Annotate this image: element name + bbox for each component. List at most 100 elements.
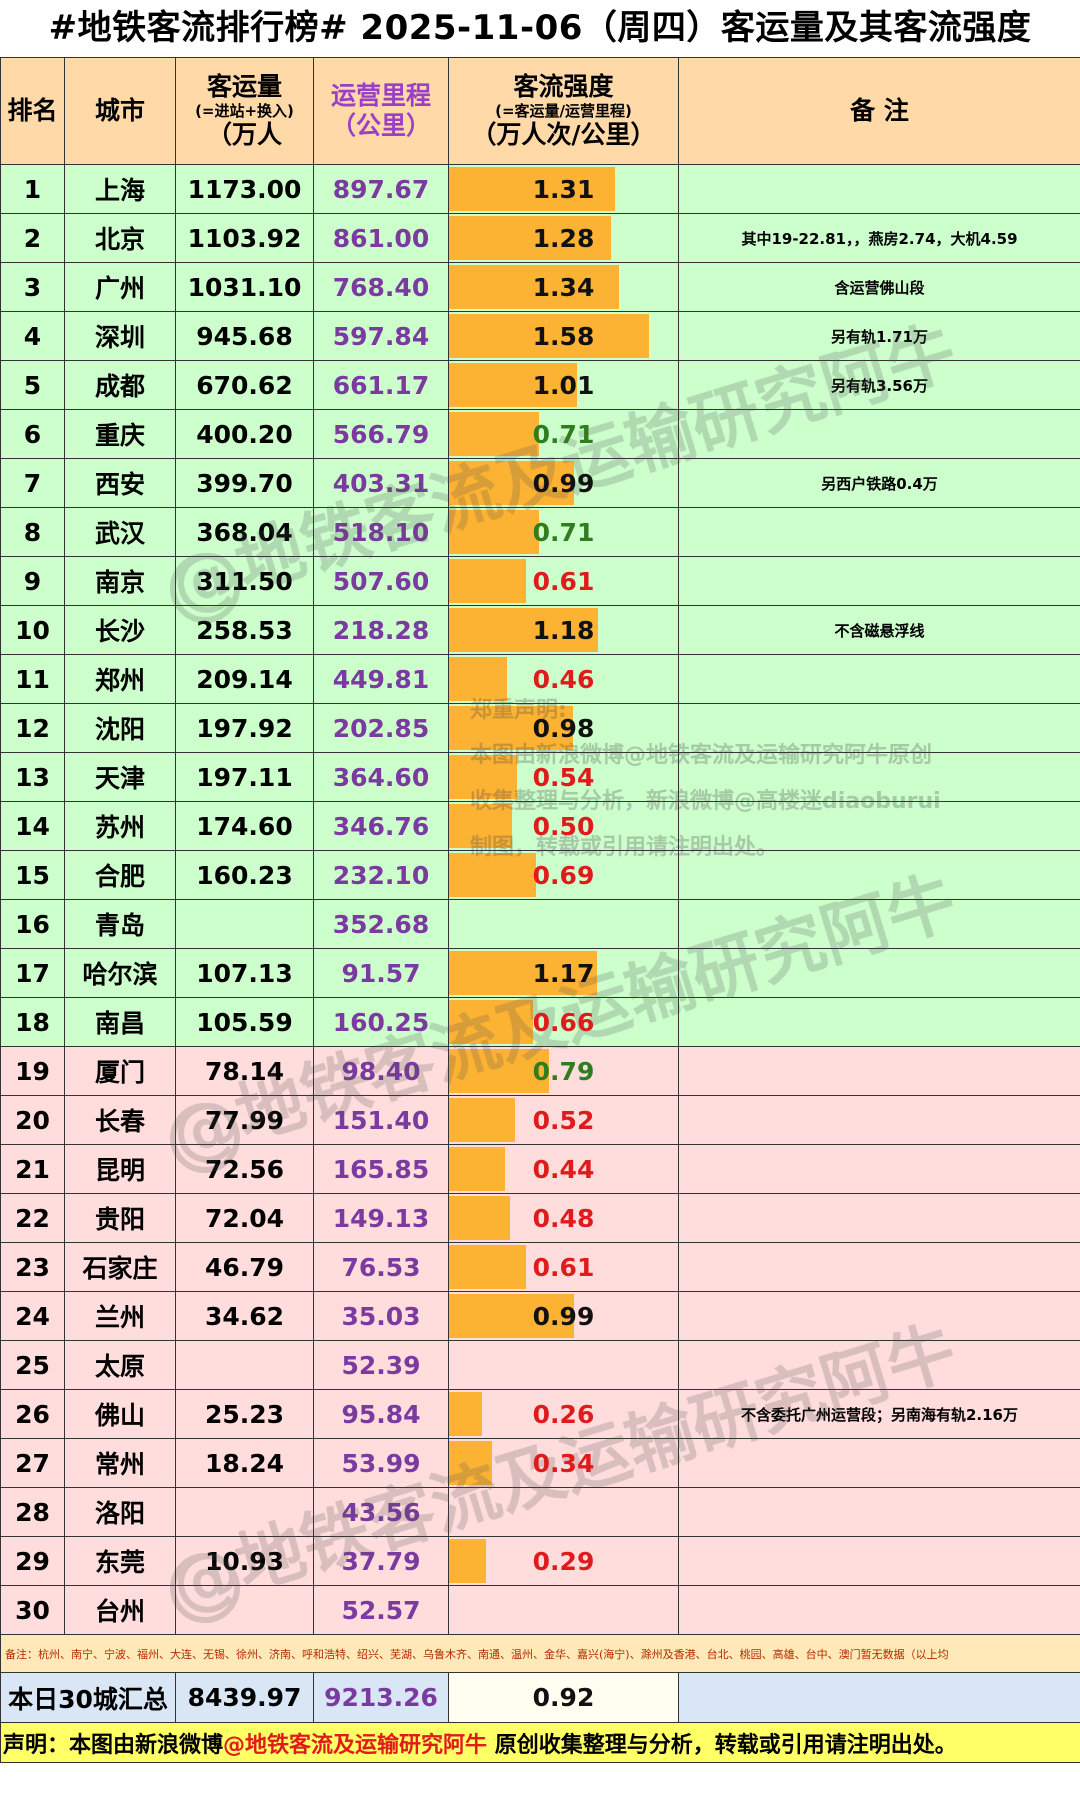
intensity-bar (449, 412, 539, 456)
intensity-bar (449, 461, 574, 505)
note-cell (678, 752, 1080, 802)
city-cell: 厦门 (64, 1046, 176, 1096)
ridership-cell: 72.04 (175, 1193, 314, 1243)
table-row: 23 石家庄 46.79 76.53 0.61 (0, 1242, 1080, 1292)
intensity-bar (449, 1000, 533, 1044)
intensity-cell: 0.79 (448, 1046, 679, 1096)
mileage-cell: 346.76 (313, 801, 449, 851)
rank-cell: 12 (0, 703, 65, 753)
intensity-bar (449, 1441, 492, 1485)
intensity-value: 1.58 (532, 321, 595, 351)
intensity-cell: 1.58 (448, 311, 679, 361)
rank-cell: 3 (0, 262, 65, 312)
intensity-cell (448, 1487, 679, 1537)
header-ridership: 客运量 (=进站+换入) （万人 (175, 57, 314, 165)
mileage-cell: 52.39 (313, 1340, 449, 1390)
rank-cell: 30 (0, 1585, 65, 1635)
header-row: 排名 城市 客运量 (=进站+换入) （万人 运营里程 （公里） 客流强度 (=… (0, 57, 1080, 165)
rank-cell: 26 (0, 1389, 65, 1439)
intensity-cell: 1.17 (448, 948, 679, 998)
city-cell: 南昌 (64, 997, 176, 1047)
note-cell (678, 1242, 1080, 1292)
note-cell (678, 948, 1080, 998)
ridership-cell: 10.93 (175, 1536, 314, 1586)
intensity-value: 0.99 (532, 1301, 595, 1331)
mileage-cell: 352.68 (313, 899, 449, 949)
intensity-cell: 1.31 (448, 164, 679, 214)
intensity-value: 0.29 (532, 1546, 595, 1576)
intensity-value: 0.44 (532, 1154, 595, 1184)
rank-cell: 1 (0, 164, 65, 214)
city-cell: 长沙 (64, 605, 176, 655)
intensity-value: 0.61 (532, 1252, 595, 1282)
intensity-bar (449, 1196, 510, 1240)
ridership-cell: 18.24 (175, 1438, 314, 1488)
intensity-bar (449, 1539, 486, 1583)
city-cell: 北京 (64, 213, 176, 263)
total-row: 本日30城汇总 8439.97 9213.26 0.92 (0, 1672, 1080, 1723)
ridership-cell: 25.23 (175, 1389, 314, 1439)
header-note: 备 注 (678, 57, 1080, 165)
intensity-bar (449, 951, 597, 995)
rank-cell: 6 (0, 409, 65, 459)
note-cell (678, 703, 1080, 753)
intensity-cell: 0.61 (448, 1242, 679, 1292)
city-cell: 沈阳 (64, 703, 176, 753)
note-cell (678, 1487, 1080, 1537)
intensity-cell: 0.52 (448, 1095, 679, 1145)
intensity-value: 1.28 (532, 223, 595, 253)
total-intensity: 0.92 (532, 1683, 595, 1712)
mileage-cell: 364.60 (313, 752, 449, 802)
note-cell (678, 556, 1080, 606)
intensity-cell: 1.01 (448, 360, 679, 410)
ridership-cell: 258.53 (175, 605, 314, 655)
rank-cell: 25 (0, 1340, 65, 1390)
intensity-value: 0.52 (532, 1105, 595, 1135)
mileage-cell: 597.84 (313, 311, 449, 361)
note-cell (678, 997, 1080, 1047)
total-mileage: 9213.26 (313, 1672, 449, 1723)
bottom-note: 备注：杭州、南宁、宁波、福州、大连、无锡、徐州、济南、呼和浩特、绍兴、芜湖、乌鲁… (0, 1634, 1080, 1673)
ridership-cell: 197.92 (175, 703, 314, 753)
city-cell: 成都 (64, 360, 176, 410)
intensity-bar (449, 314, 649, 358)
mileage-cell: 566.79 (313, 409, 449, 459)
header-mileage: 运营里程 （公里） (313, 57, 449, 165)
mileage-cell: 897.67 (313, 164, 449, 214)
city-cell: 洛阳 (64, 1487, 176, 1537)
mileage-cell: 165.85 (313, 1144, 449, 1194)
ridership-cell: 209.14 (175, 654, 314, 704)
intensity-bar (449, 1245, 526, 1289)
table-row: 27 常州 18.24 53.99 0.34 (0, 1438, 1080, 1488)
mileage-cell: 35.03 (313, 1291, 449, 1341)
city-cell: 重庆 (64, 409, 176, 459)
footer-statement: 声明：本图由新浪微博@地铁客流及运输研究阿牛 原创收集整理与分析，转载或引用请注… (0, 1722, 1080, 1763)
note-cell (678, 1585, 1080, 1635)
note-cell (678, 409, 1080, 459)
city-cell: 石家庄 (64, 1242, 176, 1292)
rank-cell: 7 (0, 458, 65, 508)
intensity-value: 1.17 (532, 958, 595, 988)
city-cell: 苏州 (64, 801, 176, 851)
mileage-cell: 98.40 (313, 1046, 449, 1096)
intensity-bar (449, 755, 517, 799)
city-cell: 武汉 (64, 507, 176, 557)
table-row: 26 佛山 25.23 95.84 0.26 不含委托广州运营段；另南海有轨2.16万 (0, 1389, 1080, 1439)
footer-row: 声明：本图由新浪微博@地铁客流及运输研究阿牛 原创收集整理与分析，转载或引用请注… (0, 1722, 1080, 1763)
ridership-cell: 1173.00 (175, 164, 314, 214)
mileage-cell: 160.25 (313, 997, 449, 1047)
note-cell (678, 1340, 1080, 1390)
mileage-cell: 403.31 (313, 458, 449, 508)
table-row: 17 哈尔滨 107.13 91.57 1.17 (0, 948, 1080, 998)
intensity-cell: 0.69 (448, 850, 679, 900)
rank-cell: 20 (0, 1095, 65, 1145)
rank-cell: 23 (0, 1242, 65, 1292)
intensity-cell: 0.50 (448, 801, 679, 851)
header-city: 城市 (64, 57, 176, 165)
table-row: 11 郑州 209.14 449.81 0.46 (0, 654, 1080, 704)
ridership-cell: 368.04 (175, 507, 314, 557)
ridership-cell: 160.23 (175, 850, 314, 900)
city-cell: 兰州 (64, 1291, 176, 1341)
intensity-value: 0.79 (532, 1056, 595, 1086)
intensity-bar (449, 265, 619, 309)
